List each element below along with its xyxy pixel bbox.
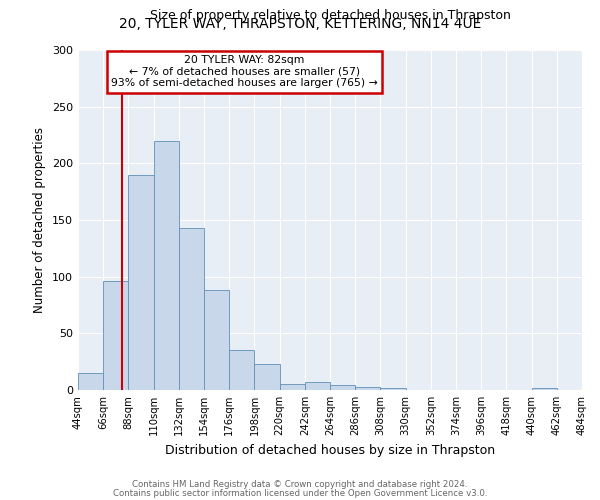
Title: Size of property relative to detached houses in Thrapston: Size of property relative to detached ho…: [149, 10, 511, 22]
Bar: [532, 388, 557, 390]
Bar: [229, 350, 254, 390]
Bar: [154, 140, 179, 390]
Bar: [380, 388, 406, 390]
Text: Contains HM Land Registry data © Crown copyright and database right 2024.: Contains HM Land Registry data © Crown c…: [132, 480, 468, 489]
X-axis label: Distribution of detached houses by size in Thrapston: Distribution of detached houses by size …: [165, 444, 495, 456]
Bar: [204, 290, 229, 390]
Bar: [78, 373, 103, 390]
Text: 20, TYLER WAY, THRAPSTON, KETTERING, NN14 4UE: 20, TYLER WAY, THRAPSTON, KETTERING, NN1…: [119, 18, 481, 32]
Bar: [128, 174, 154, 390]
Bar: [330, 386, 355, 390]
Bar: [280, 384, 305, 390]
Bar: [355, 386, 380, 390]
Y-axis label: Number of detached properties: Number of detached properties: [34, 127, 46, 313]
Text: 20 TYLER WAY: 82sqm
← 7% of detached houses are smaller (57)
93% of semi-detache: 20 TYLER WAY: 82sqm ← 7% of detached hou…: [111, 55, 377, 88]
Bar: [179, 228, 204, 390]
Bar: [103, 281, 128, 390]
Bar: [254, 364, 280, 390]
Bar: [305, 382, 330, 390]
Text: Contains public sector information licensed under the Open Government Licence v3: Contains public sector information licen…: [113, 488, 487, 498]
